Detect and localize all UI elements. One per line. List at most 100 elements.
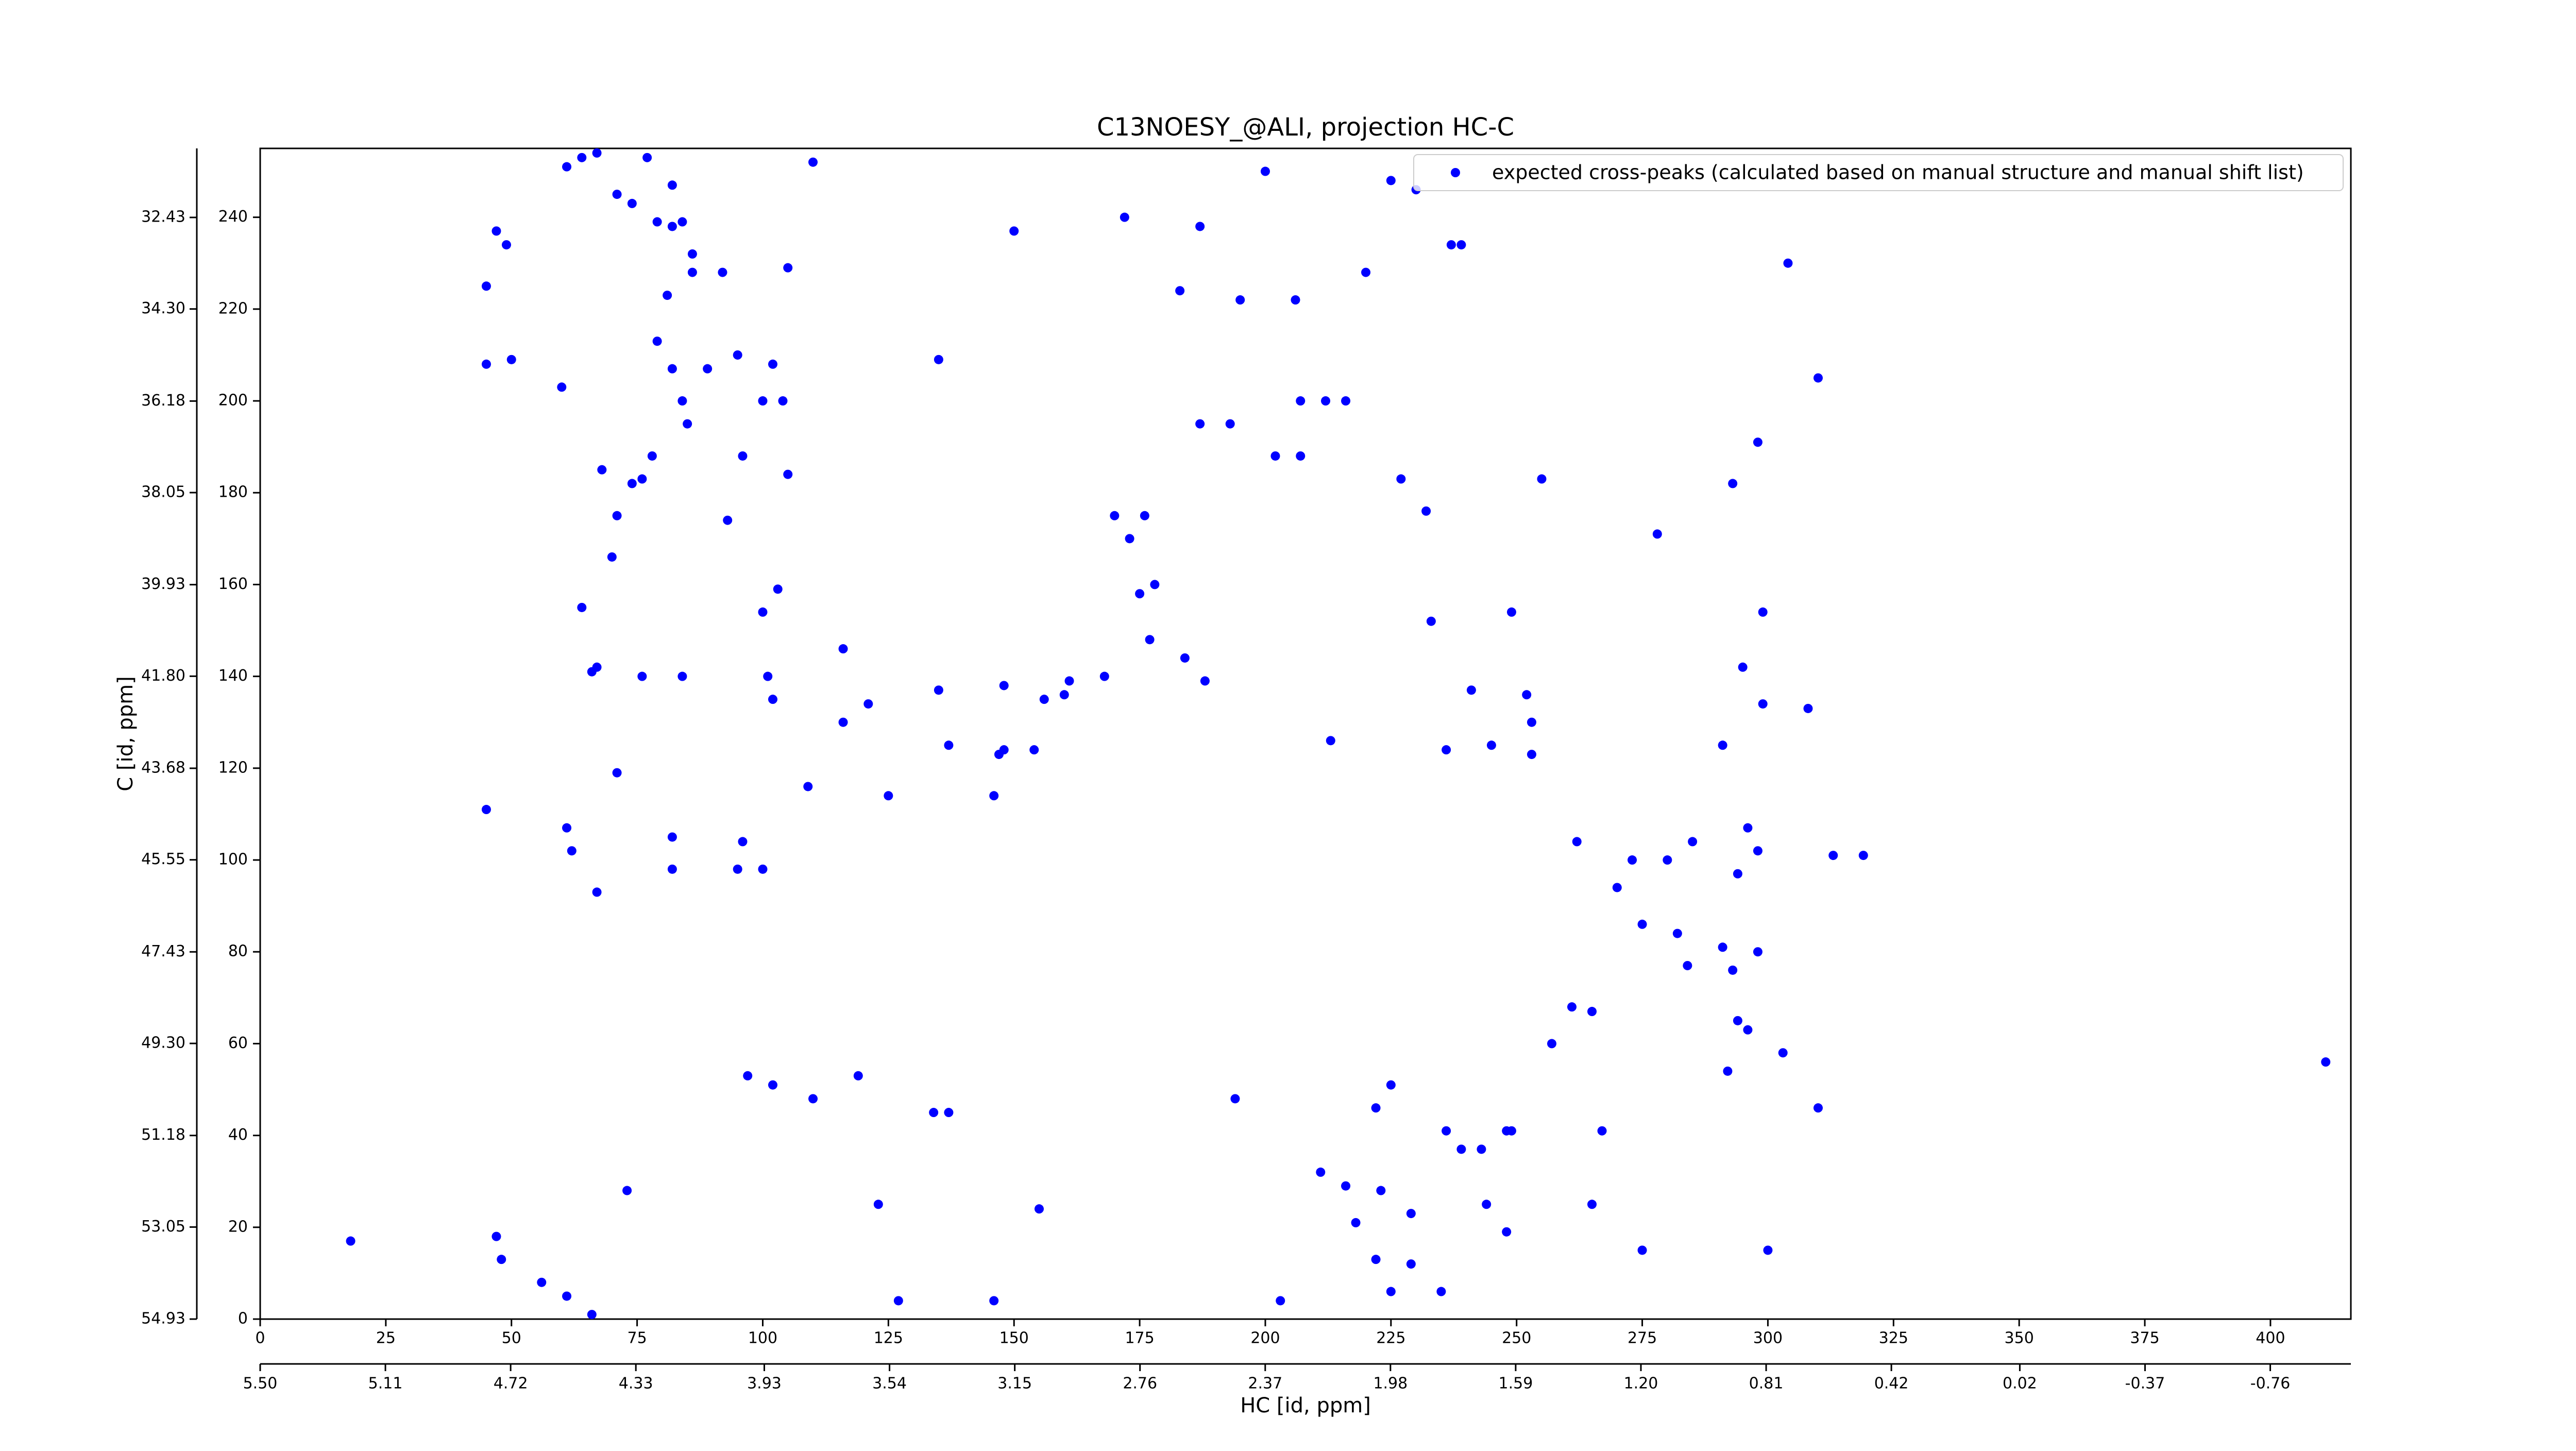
cross-peak — [1587, 1200, 1597, 1209]
cross-peak — [1547, 1039, 1556, 1049]
x2-tick-label: 3.15 — [997, 1375, 1032, 1393]
cross-peak — [1537, 474, 1547, 484]
cross-peak — [1753, 437, 1762, 447]
cross-peak — [768, 359, 777, 369]
cross-peak — [1225, 419, 1235, 429]
y2-tick-label: 43.68 — [141, 758, 185, 777]
cross-peak — [1502, 1227, 1512, 1237]
y-tick-label: 140 — [218, 667, 248, 685]
cross-peak — [637, 671, 647, 681]
cross-peak — [1175, 286, 1185, 296]
cross-peak — [838, 717, 848, 727]
cross-peak — [944, 1108, 954, 1118]
cross-peak — [703, 364, 713, 374]
cross-peak — [738, 837, 748, 847]
cross-peak — [934, 355, 943, 364]
cross-peak — [1296, 396, 1306, 406]
cross-peak — [718, 267, 727, 277]
cross-peak — [597, 465, 607, 475]
x2-tick-label: -0.76 — [2250, 1375, 2291, 1393]
cross-peak — [758, 864, 768, 874]
cross-peak — [1738, 662, 1748, 672]
cross-peak — [557, 382, 567, 392]
cross-peak — [1140, 511, 1149, 520]
cross-peak — [1442, 745, 1451, 755]
cross-peak — [1296, 451, 1306, 461]
cross-peak — [1200, 676, 1210, 686]
cross-peak — [1276, 1296, 1285, 1306]
x2-tick-label: 5.11 — [368, 1375, 403, 1393]
cross-peak — [1763, 1245, 1773, 1255]
y2-tick-label: 36.18 — [141, 392, 185, 410]
y2-tick-label: 34.30 — [141, 299, 185, 317]
x2-tick-label: 0.81 — [1749, 1375, 1784, 1393]
cross-peak — [778, 396, 788, 406]
cross-peak — [1813, 373, 1823, 383]
cross-peak — [492, 1231, 501, 1241]
cross-peak — [1466, 685, 1476, 695]
cross-peak — [1718, 942, 1727, 952]
cross-peak — [667, 832, 677, 842]
cross-peak — [1567, 1002, 1577, 1012]
cross-peak — [1597, 1126, 1607, 1136]
cross-peak — [1783, 258, 1793, 268]
y-tick-label: 160 — [218, 575, 248, 593]
cross-peak — [1718, 740, 1727, 750]
cross-peak — [1421, 506, 1431, 516]
cross-peak — [1371, 1103, 1381, 1113]
cross-peak — [989, 791, 999, 801]
cross-peak — [652, 217, 662, 227]
cross-peak — [1270, 451, 1280, 461]
y2-tick-label: 47.43 — [141, 942, 185, 960]
cross-peak — [1728, 965, 1738, 975]
y-tick-label: 220 — [218, 299, 248, 317]
cross-peak — [1009, 226, 1019, 236]
y-tick-label: 20 — [228, 1218, 248, 1236]
cross-peak — [738, 451, 748, 461]
y2-tick-label: 41.80 — [141, 667, 185, 685]
cross-peak — [1733, 869, 1742, 879]
cross-peak — [1753, 846, 1762, 856]
cross-peak — [1034, 1204, 1044, 1214]
x-tick-label: 125 — [874, 1329, 903, 1347]
cross-peak — [1195, 222, 1205, 231]
cross-peak — [1316, 1167, 1326, 1177]
y-tick-label: 0 — [238, 1310, 248, 1328]
cross-peak — [1723, 1066, 1733, 1076]
x-tick-label: 375 — [2130, 1329, 2159, 1347]
cross-peak — [768, 695, 777, 704]
cross-peak — [884, 791, 893, 801]
cross-peak — [1733, 1016, 1742, 1025]
cross-peak — [783, 263, 793, 273]
x-tick-label: 150 — [999, 1329, 1029, 1347]
cross-peak — [763, 671, 773, 681]
cross-peak — [873, 1200, 883, 1209]
cross-peak — [758, 607, 768, 617]
cross-peak — [637, 474, 647, 484]
cross-peak — [346, 1236, 355, 1246]
cross-peak — [1386, 1080, 1396, 1090]
cross-peak — [1522, 690, 1532, 700]
x-tick-label: 0 — [255, 1329, 265, 1347]
cross-peak — [1672, 929, 1682, 938]
cross-peak — [1059, 690, 1069, 700]
x2-tick-label: 1.20 — [1624, 1375, 1658, 1393]
cross-peak — [1527, 717, 1536, 727]
cross-peak — [1728, 479, 1738, 488]
cross-peak — [607, 552, 617, 562]
cross-peak — [1120, 212, 1129, 222]
x-tick-label: 275 — [1628, 1329, 1657, 1347]
x-tick-label: 325 — [1879, 1329, 1908, 1347]
cross-peak — [989, 1296, 999, 1306]
cross-peak — [893, 1296, 903, 1306]
cross-peak — [612, 768, 622, 778]
x2-tick-label: 4.72 — [494, 1375, 528, 1393]
cross-peak — [1482, 1200, 1492, 1209]
cross-peak — [1446, 240, 1456, 250]
cross-peak — [1506, 1126, 1516, 1136]
cross-peak — [863, 699, 873, 709]
cross-peak — [647, 451, 657, 461]
series — [346, 148, 2331, 1320]
cross-peak — [1135, 589, 1145, 599]
